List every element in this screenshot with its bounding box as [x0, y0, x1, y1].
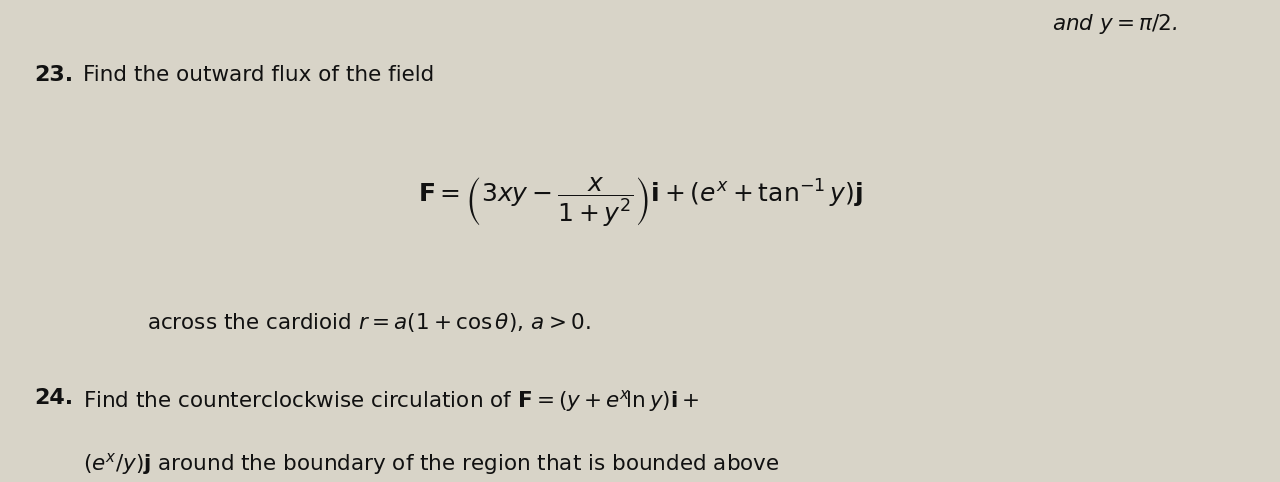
Text: $\mathbf{F} = \left(3xy - \dfrac{x}{1 + y^2}\right)\mathbf{i} + (e^x + \tan^{-1}: $\mathbf{F} = \left(3xy - \dfrac{x}{1 + …: [417, 176, 863, 229]
Text: $(e^x/y)\mathbf{j}$ around the boundary of the region that is bounded above: $(e^x/y)\mathbf{j}$ around the boundary …: [83, 451, 780, 477]
Text: and $y = \pi/2$.: and $y = \pi/2$.: [1052, 12, 1178, 36]
Text: Find the outward flux of the field: Find the outward flux of the field: [83, 65, 434, 85]
Text: 24.: 24.: [35, 388, 74, 408]
Text: 23.: 23.: [35, 65, 74, 85]
Text: across the cardioid $r = a(1 + \cos\theta),\, a > 0.$: across the cardioid $r = a(1 + \cos\thet…: [147, 311, 591, 334]
Text: Find the counterclockwise circulation of $\mathbf{F} = (y + e^x\!\ln y)\mathbf{i: Find the counterclockwise circulation of…: [83, 388, 700, 414]
